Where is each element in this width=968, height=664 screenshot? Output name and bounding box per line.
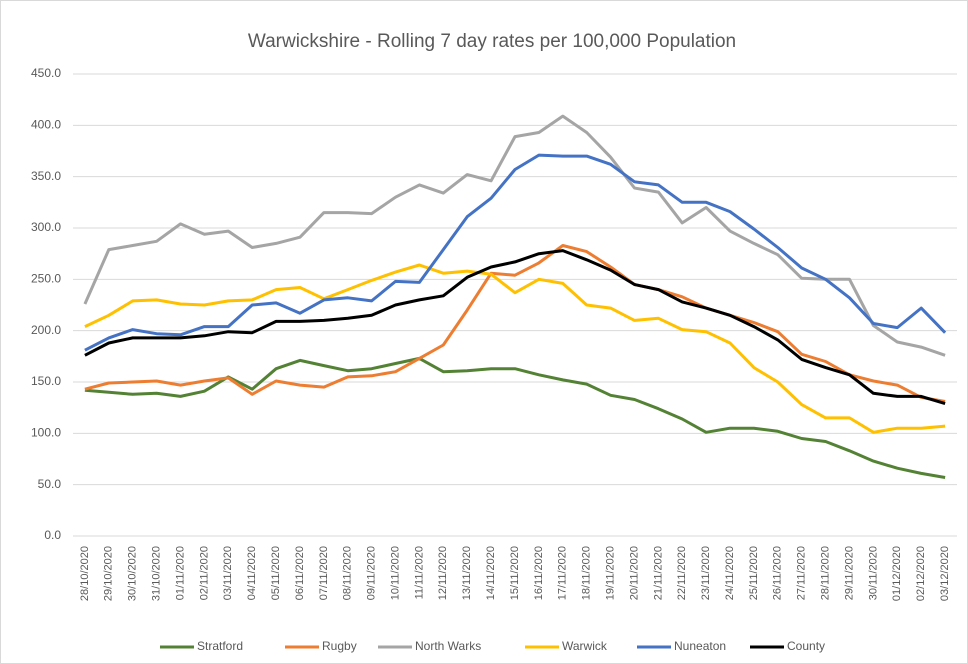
x-tick-label: 13/11/2020 (461, 546, 473, 600)
x-tick-label: 19/11/2020 (604, 546, 616, 600)
x-tick-label: 11/11/2020 (413, 546, 425, 599)
x-tick-label: 28/11/2020 (820, 546, 832, 600)
legend-label: Stratford (197, 639, 243, 653)
legend-label: Rugby (322, 639, 357, 653)
x-tick-label: 01/11/2020 (174, 546, 186, 600)
x-tick-label: 03/12/2020 (939, 546, 951, 601)
y-tick-label: 150.0 (31, 374, 61, 388)
x-tick-label: 06/11/2020 (294, 546, 306, 600)
legend-label: North Warks (415, 639, 481, 653)
chart-title: Warwickshire - Rolling 7 day rates per 1… (248, 31, 736, 52)
legend-label: Warwick (562, 639, 608, 653)
x-tick-label: 02/12/2020 (915, 546, 927, 601)
x-tick-label: 16/11/2020 (533, 546, 545, 600)
x-tick-label: 31/10/2020 (151, 546, 163, 601)
series-line (84, 249, 946, 406)
x-tick-label: 22/11/2020 (676, 546, 688, 600)
x-tick-label: 02/11/2020 (198, 546, 210, 600)
y-tick-label: 100.0 (31, 426, 61, 440)
x-tick-label: 28/10/2020 (79, 546, 91, 601)
x-tick-label: 20/11/2020 (628, 546, 640, 600)
y-tick-label: 0.0 (44, 528, 61, 542)
x-tick-label: 24/11/2020 (724, 546, 736, 600)
series-line (83, 114, 946, 357)
x-tick-label: 05/11/2020 (270, 546, 282, 600)
x-tick-label: 30/11/2020 (867, 546, 879, 600)
y-tick-label: 400.0 (31, 118, 61, 132)
x-tick-label: 12/11/2020 (437, 546, 449, 600)
x-tick-label: 29/10/2020 (103, 546, 115, 601)
series-line (84, 244, 946, 403)
x-tick-label: 14/11/2020 (485, 546, 497, 600)
x-tick-label: 26/11/2020 (772, 546, 784, 600)
x-tick-label: 27/11/2020 (796, 546, 808, 600)
x-tick-label: 03/11/2020 (222, 546, 234, 600)
y-tick-label: 50.0 (38, 477, 62, 491)
series-line (84, 153, 947, 352)
legend-label: County (787, 639, 825, 653)
x-tick-label: 25/11/2020 (748, 546, 760, 600)
x-tick-label: 21/11/2020 (652, 546, 664, 600)
x-tick-label: 23/11/2020 (700, 546, 712, 600)
x-tick-label: 17/11/2020 (557, 546, 569, 600)
x-tick-label: 15/11/2020 (509, 546, 521, 600)
x-tick-label: 10/11/2020 (389, 546, 401, 600)
series-line (84, 263, 946, 434)
y-tick-label: 250.0 (31, 272, 61, 286)
y-tick-label: 450.0 (31, 66, 61, 80)
x-tick-label: 18/11/2020 (581, 546, 593, 600)
legend-label: Nuneaton (674, 639, 726, 653)
x-tick-label: 09/11/2020 (366, 546, 378, 600)
x-tick-label: 08/11/2020 (342, 546, 354, 600)
x-tick-label: 04/11/2020 (246, 546, 258, 600)
y-tick-label: 300.0 (31, 220, 61, 234)
x-tick-label: 29/11/2020 (843, 546, 855, 600)
x-tick-label: 07/11/2020 (318, 546, 330, 600)
x-tick-label: 30/10/2020 (127, 546, 139, 601)
y-tick-label: 200.0 (31, 323, 61, 337)
x-tick-label: 01/12/2020 (891, 546, 903, 601)
y-tick-label: 350.0 (31, 169, 61, 183)
